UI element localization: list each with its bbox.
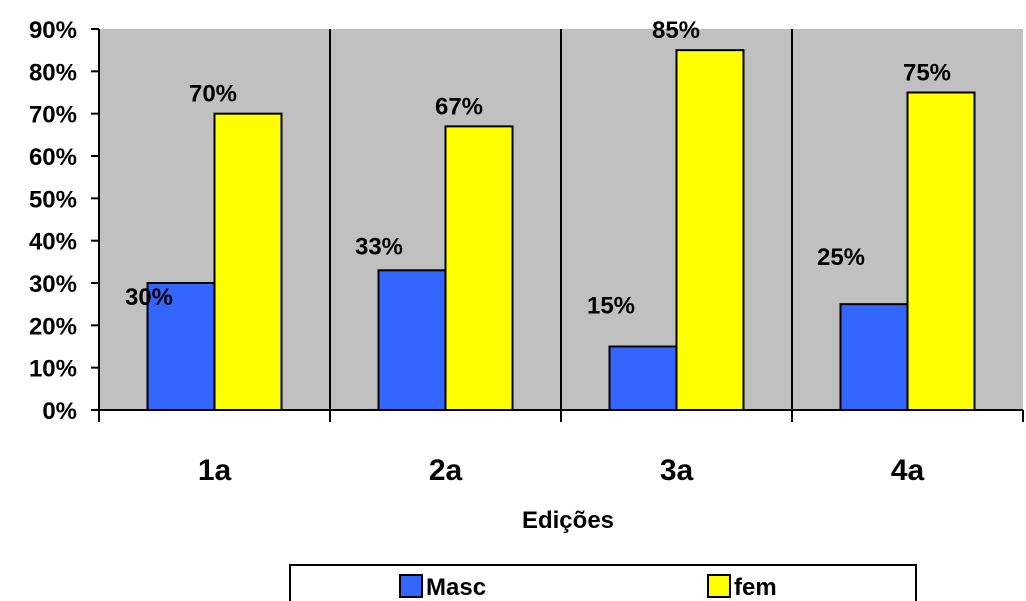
y-tick-label: 20% [29, 313, 77, 340]
legend-label-fem: fem [734, 574, 777, 601]
data-label-fem-4a: 75% [903, 60, 951, 87]
x-tick-label: 2a [429, 454, 463, 487]
y-tick-label: 30% [29, 271, 77, 298]
y-tick-label: 90% [29, 17, 77, 44]
legend: Masc fem [289, 564, 917, 601]
x-tick-label: 3a [660, 454, 694, 487]
data-label-fem-2a: 67% [435, 93, 483, 120]
y-tick-label: 40% [29, 229, 77, 256]
data-label-fem-1a: 70% [189, 81, 237, 108]
data-label-masc-1a: 30% [125, 284, 173, 311]
legend-swatch-masc [399, 574, 423, 598]
x-tick-label: 4a [891, 454, 925, 487]
bar-fem-1a [213, 112, 283, 412]
x-axis-title: Edições [522, 507, 614, 534]
y-tick-label: 60% [29, 144, 77, 171]
y-tick-label: 70% [29, 102, 77, 129]
y-tick-label: 50% [29, 186, 77, 213]
data-label-masc-2a: 33% [355, 233, 403, 260]
bar-fem-4a [906, 91, 976, 411]
x-tick-label: 1a [198, 454, 232, 487]
bar-fem-2a [444, 125, 514, 411]
y-tick-label: 80% [29, 59, 77, 86]
data-label-fem-3a: 85% [652, 17, 700, 44]
legend-box [289, 564, 917, 601]
bar-masc-3a [608, 345, 678, 411]
bar-masc-4a [839, 303, 909, 411]
y-tick-label: 10% [29, 356, 77, 383]
y-tick-label: 0% [42, 398, 77, 425]
data-label-masc-4a: 25% [817, 244, 865, 271]
bar-masc-2a [377, 269, 447, 411]
legend-label-masc: Masc [426, 574, 486, 601]
bar-fem-3a [675, 49, 745, 412]
legend-swatch-fem [707, 574, 731, 598]
data-label-masc-3a: 15% [587, 293, 635, 320]
